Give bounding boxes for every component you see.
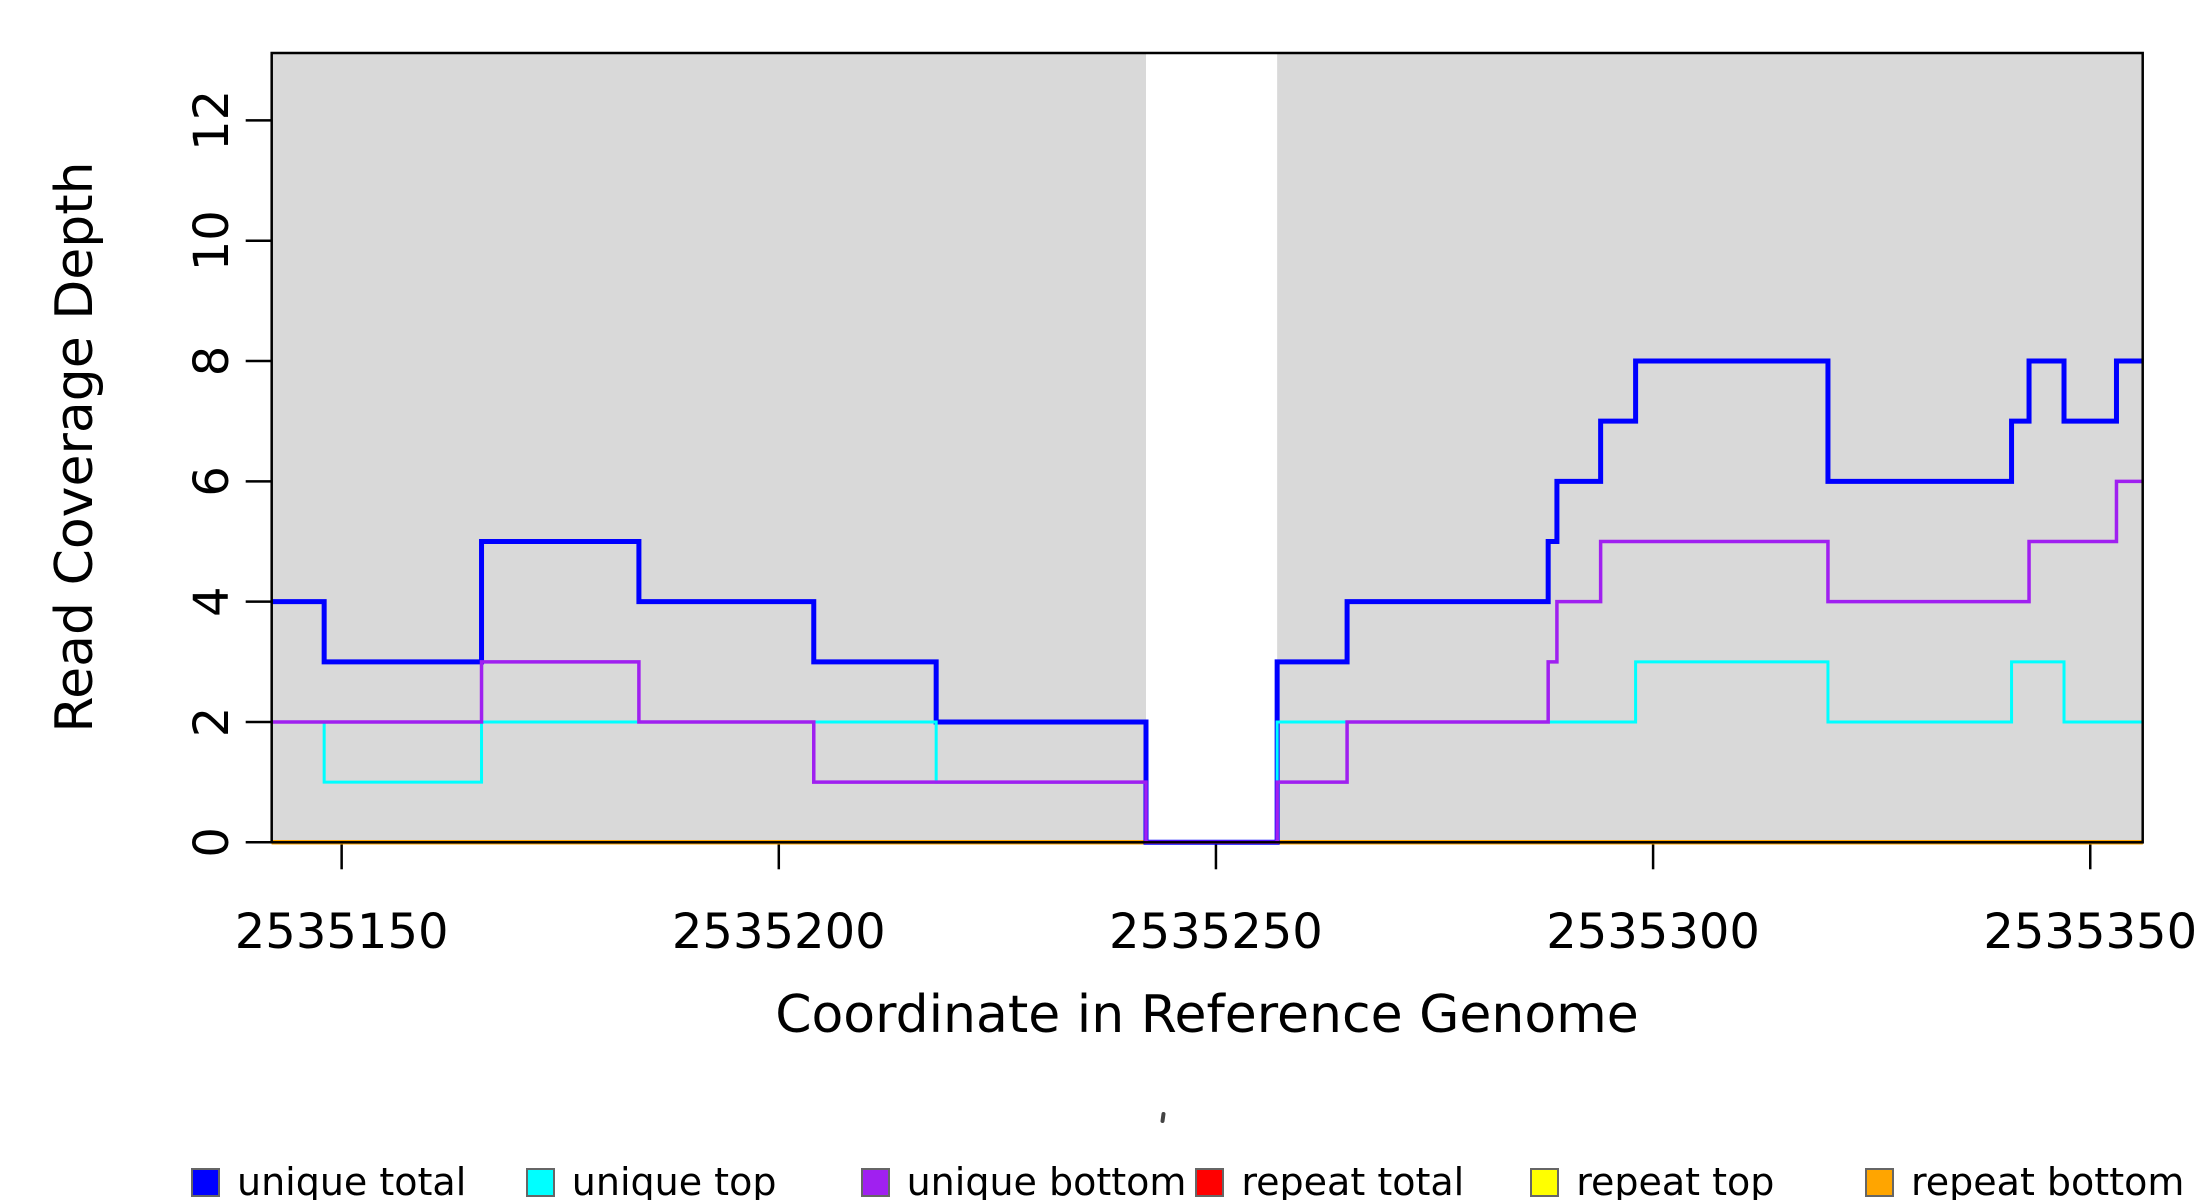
x-tick-label: 2535300 — [1546, 904, 1760, 960]
legend-label: repeat top — [1576, 1160, 1775, 1200]
legend-label: unique bottom — [906, 1160, 1187, 1200]
legend-item-unique-total: unique total — [191, 1160, 466, 1200]
y-tick-label: 4 — [184, 586, 240, 617]
legend-item-repeat-total: repeat total — [1195, 1160, 1464, 1200]
legend-label: repeat bottom — [1911, 1160, 2185, 1200]
shaded-region-1 — [1277, 53, 2143, 843]
legend-label: unique top — [571, 1160, 777, 1200]
series-line-unique-bottom — [271, 479, 2143, 845]
x-tick-label: 2535150 — [235, 904, 449, 960]
legend-swatch-repeat-bottom — [1865, 1167, 1894, 1197]
y-axis-title: Read Coverage Depth — [45, 161, 105, 732]
y-tick-label: 6 — [184, 466, 240, 497]
plot-dynamic-layer: 2535150 2535200 2535250 2535300 2535350 0 2 4 6 8… — [184, 51, 2197, 960]
legend-label: repeat total — [1241, 1160, 1465, 1200]
y-tick-label: 10 — [184, 210, 240, 271]
legend-swatch-unique-bottom — [860, 1167, 890, 1197]
legend-swatch-unique-total — [191, 1167, 220, 1197]
plot-legend: unique total unique top unique bottom repea… — [0, 1160, 2200, 1200]
x-tick-label: 2535200 — [672, 904, 886, 960]
plot-frame — [270, 51, 2144, 844]
x-tick-label: 2535350 — [1983, 904, 2197, 960]
legend-swatch-repeat-top — [1530, 1167, 1560, 1197]
series-line-unique-total — [271, 358, 2143, 845]
shaded-region-0 — [271, 53, 1146, 843]
y-tick-label: 8 — [184, 346, 240, 377]
legend-swatch-unique-top — [525, 1167, 555, 1197]
legend-label: unique total — [237, 1160, 467, 1200]
y-tick-label: 12 — [184, 90, 240, 151]
x-axis-title: Coordinate in Reference Genome — [775, 985, 1639, 1045]
y-tick-label: 2 — [184, 707, 240, 738]
legend-item-repeat-top: repeat top — [1530, 1160, 1774, 1200]
legend-item-unique-top: unique top — [525, 1160, 777, 1200]
legend-swatch-repeat-total — [1195, 1167, 1225, 1197]
x-tick-label: 2535250 — [1109, 904, 1323, 960]
legend-item-unique-bottom: unique bottom — [860, 1160, 1187, 1200]
y-tick-label: 0 — [184, 827, 240, 858]
legend-item-repeat-bottom: repeat bottom — [1865, 1160, 2184, 1200]
